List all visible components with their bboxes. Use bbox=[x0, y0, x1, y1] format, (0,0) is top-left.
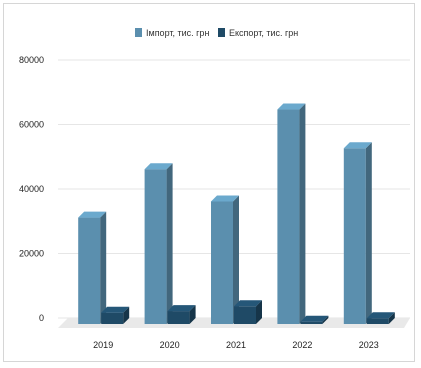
bar-front bbox=[101, 312, 124, 324]
bar-front bbox=[78, 217, 101, 324]
bar-side bbox=[299, 103, 306, 324]
legend-label-import: Імпорт, тис. грн bbox=[146, 28, 209, 38]
bar-top bbox=[211, 195, 239, 202]
y-tick-label: 20000 bbox=[19, 249, 44, 259]
x-axis-ticks: 2019 2020 2021 2022 2023 bbox=[93, 340, 379, 350]
bar-top bbox=[167, 305, 196, 312]
bar-side bbox=[166, 163, 173, 324]
legend: Імпорт, тис. грн Експорт, тис. грн bbox=[135, 28, 298, 38]
bar-front bbox=[167, 311, 190, 324]
bar-import-2020 bbox=[144, 163, 173, 324]
bar-side bbox=[233, 195, 239, 324]
bars bbox=[78, 103, 395, 324]
x-tick-label: 2023 bbox=[359, 340, 379, 350]
y-tick-label: 80000 bbox=[19, 55, 44, 65]
legend-swatch-import bbox=[135, 28, 142, 37]
y-tick-label: 40000 bbox=[19, 184, 44, 194]
x-tick-label: 2019 bbox=[93, 340, 113, 350]
x-tick-label: 2021 bbox=[226, 340, 246, 350]
bar-side bbox=[365, 142, 372, 324]
bar-side bbox=[322, 315, 329, 324]
x-tick-label: 2020 bbox=[160, 340, 180, 350]
bar-front bbox=[144, 169, 167, 324]
bar-front bbox=[366, 318, 389, 324]
bar-side bbox=[388, 312, 395, 324]
bar-import-2021 bbox=[211, 195, 239, 324]
bar-front bbox=[234, 306, 256, 324]
y-tick-label: 0 bbox=[39, 313, 44, 323]
bar-front bbox=[211, 201, 233, 324]
bar-front bbox=[343, 148, 366, 324]
bar-top bbox=[234, 300, 262, 307]
bar-front bbox=[300, 321, 323, 324]
bar-top bbox=[343, 142, 372, 149]
bar-export-2020 bbox=[167, 305, 196, 324]
bar-export-2021 bbox=[234, 300, 262, 324]
x-tick-label: 2022 bbox=[292, 340, 312, 350]
bar-side bbox=[100, 211, 107, 324]
legend-swatch-export bbox=[218, 28, 225, 37]
bar-top bbox=[300, 315, 329, 322]
bar-top bbox=[101, 306, 130, 313]
y-axis-ticks: 0 20000 40000 60000 80000 bbox=[19, 55, 44, 323]
y-tick-label: 60000 bbox=[19, 120, 44, 130]
bar-export-2023 bbox=[366, 312, 395, 324]
bar-export-2022 bbox=[300, 315, 329, 324]
bar-top bbox=[78, 211, 107, 218]
bar-side bbox=[189, 305, 196, 324]
bar-top bbox=[366, 312, 395, 319]
bar-import-2019 bbox=[78, 211, 107, 324]
bar-import-2023 bbox=[343, 142, 372, 324]
bar-import-2022 bbox=[277, 103, 306, 324]
bar-top bbox=[144, 163, 173, 170]
bar-top bbox=[277, 103, 306, 110]
bar-export-2019 bbox=[101, 306, 130, 324]
bar-side bbox=[123, 306, 130, 324]
bar-front bbox=[277, 109, 300, 324]
bar-side bbox=[256, 300, 262, 324]
legend-label-export: Експорт, тис. грн bbox=[229, 28, 298, 38]
